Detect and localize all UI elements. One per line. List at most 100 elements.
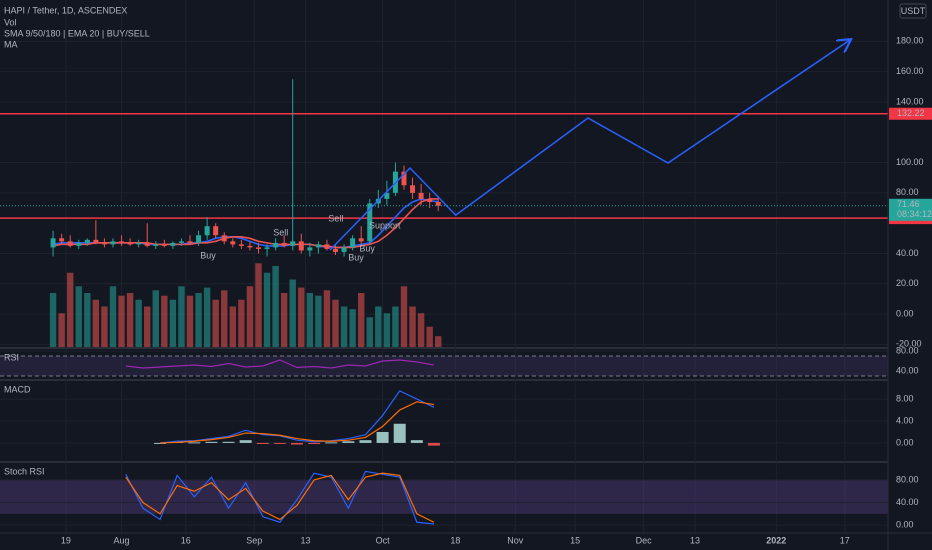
candle-body xyxy=(341,247,347,252)
histogram-bar xyxy=(205,441,218,443)
candle-body xyxy=(333,248,339,252)
histogram-bar xyxy=(188,442,201,444)
currency-box xyxy=(899,3,927,19)
histogram-bar xyxy=(222,441,235,443)
y-tick-label: 40.00 xyxy=(896,248,919,258)
x-tick-label: Aug xyxy=(114,535,130,545)
volume-bar xyxy=(340,306,348,347)
volume-bar xyxy=(392,306,399,347)
x-tick-label: 19 xyxy=(61,535,71,545)
price-axis xyxy=(888,0,932,550)
volume-bar xyxy=(409,306,416,347)
y-tick-label: 140.00 xyxy=(896,96,924,106)
volume-bar xyxy=(349,309,356,347)
volume-bar xyxy=(178,286,185,347)
volume-bar xyxy=(152,290,159,347)
volume-bar xyxy=(75,286,82,347)
signal-label: Buy xyxy=(200,250,216,260)
candle-body xyxy=(298,241,304,251)
candle-body xyxy=(435,201,441,206)
volume-bar xyxy=(323,290,331,347)
histogram-bar xyxy=(308,442,321,445)
candle-body xyxy=(281,242,287,246)
line xyxy=(160,401,435,444)
y-tick-label: 40.00 xyxy=(896,365,919,375)
pane-title: Stoch RSI xyxy=(4,466,45,476)
histogram-bar xyxy=(427,442,440,446)
candle-body xyxy=(204,226,210,236)
volume-bar xyxy=(212,299,219,347)
y-tick-label: 4.00 xyxy=(896,415,914,425)
volume-bar xyxy=(92,299,100,347)
y-tick-label: 8.00 xyxy=(896,393,914,403)
line xyxy=(125,359,435,369)
histogram-bar xyxy=(393,423,406,443)
histogram-bar xyxy=(239,440,252,443)
candle-body xyxy=(230,241,236,245)
x-tick-label: Dec xyxy=(636,535,653,545)
axes: 19 Aug 16 Sep 13 Oct 18 Nov 15 Dec 13 2022 17 180.00 1… xyxy=(4,3,932,545)
grid xyxy=(0,0,932,533)
volume-bar xyxy=(400,286,408,347)
volume-bar xyxy=(161,295,168,347)
price-badge-label: 71.46 xyxy=(897,199,920,209)
candle-body xyxy=(144,242,150,246)
candle-body xyxy=(255,247,261,249)
y-tick-label: 40.00 xyxy=(896,497,919,507)
volume-bar xyxy=(118,295,125,347)
volume-bar xyxy=(417,313,425,347)
y-tick-label: -20.00 xyxy=(896,339,922,349)
signal-label: Sell xyxy=(328,213,343,223)
candle-body xyxy=(196,235,202,243)
volume-bar xyxy=(195,293,202,347)
histogram-bar xyxy=(359,440,372,443)
histogram-bar xyxy=(342,441,355,443)
y-tick-label: 80.00 xyxy=(896,474,919,484)
volume-bar xyxy=(221,290,228,347)
x-tick-label: 13 xyxy=(690,535,700,545)
band xyxy=(0,356,888,376)
line xyxy=(52,198,439,249)
candle-body xyxy=(101,242,107,245)
candle-body xyxy=(127,242,133,245)
histogram-bar xyxy=(256,442,269,445)
candle-body xyxy=(324,244,330,249)
candle-body xyxy=(410,185,416,193)
volume-bar xyxy=(246,286,254,347)
volume-bar xyxy=(49,293,57,347)
band xyxy=(0,479,888,514)
volume-bar xyxy=(332,299,339,347)
line xyxy=(159,390,435,444)
signal-label: Sell xyxy=(273,227,288,237)
x-tick-label: 2022 xyxy=(766,535,786,545)
candle-body xyxy=(67,241,73,246)
volume-bar xyxy=(238,299,245,347)
volume-bar xyxy=(426,326,433,347)
x-tick-label: Oct xyxy=(376,535,391,545)
volume-bar xyxy=(186,295,194,347)
price-badge xyxy=(889,198,932,221)
volume-bar xyxy=(66,272,74,347)
histogram-bar xyxy=(290,442,303,445)
volume-bar xyxy=(135,299,142,347)
price-badge xyxy=(889,107,932,120)
chart-title: HAPI / Tether, 1D, ASCENDEX xyxy=(4,5,127,15)
signal-label: Support xyxy=(369,221,401,231)
candle-body xyxy=(161,244,167,246)
candle-body xyxy=(221,235,227,242)
y-tick-label: 0.00 xyxy=(896,308,914,318)
x-tick-label: Sep xyxy=(246,535,262,545)
legend-line: MA xyxy=(4,39,18,49)
volume-bar xyxy=(280,293,288,347)
pane-title: MACD xyxy=(4,384,31,394)
x-tick-label: 17 xyxy=(840,535,850,545)
candle-body xyxy=(427,198,433,202)
volume-bar xyxy=(306,293,314,347)
candle-body xyxy=(59,238,65,242)
x-tick-label: 15 xyxy=(570,535,580,545)
volume-bar xyxy=(298,287,305,347)
candle-body xyxy=(238,244,244,246)
line xyxy=(329,40,850,251)
